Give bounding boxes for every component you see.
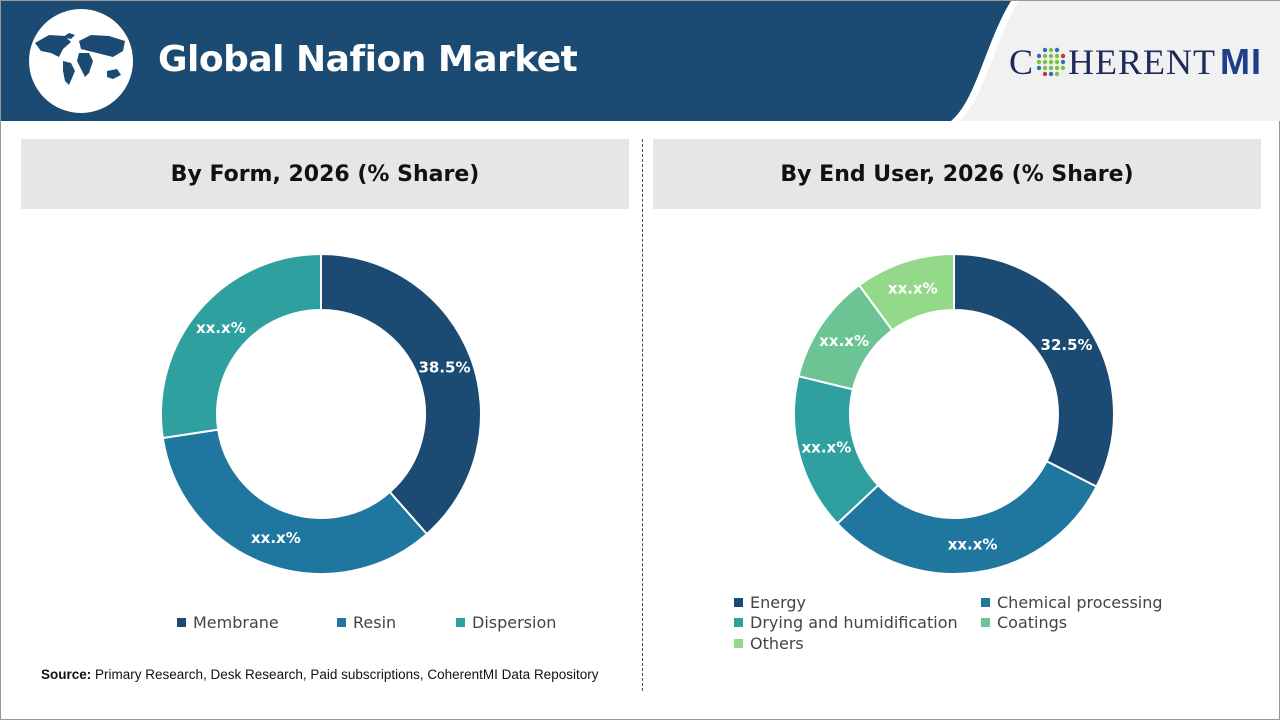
- panel-divider: [642, 139, 643, 691]
- legend-swatch: [337, 618, 346, 627]
- legend-item: Chemical processing: [981, 593, 1163, 612]
- legend-swatch: [981, 598, 990, 607]
- legend-label: Resin: [353, 613, 397, 632]
- legend-swatch: [177, 618, 186, 627]
- legend-label: Others: [750, 634, 804, 653]
- legend-swatch: [734, 618, 743, 627]
- legend-item: Coatings: [981, 613, 1067, 632]
- legend-item: Membrane: [177, 613, 279, 632]
- legend-item: Others: [734, 634, 804, 653]
- slice-membrane: [320, 252, 482, 536]
- globe-icon: [29, 9, 133, 113]
- legend-label: Coatings: [997, 613, 1068, 632]
- legend-item: Resin: [337, 613, 396, 632]
- legend-item: Drying and humidification: [734, 613, 958, 632]
- form-donut-chart: 38.5% xx.x% xx.x%: [160, 252, 482, 575]
- end-user-chart-title: By End User, 2026 (% Share): [653, 139, 1261, 209]
- data-label: 38.5%: [418, 358, 470, 376]
- source-note: Source: Primary Research, Desk Research,…: [41, 667, 599, 682]
- data-label: 32.5%: [1041, 336, 1093, 354]
- legend-swatch: [456, 618, 465, 627]
- slice-resin: [161, 428, 429, 575]
- legend-label: Drying and humidification: [750, 613, 958, 632]
- form-chart-title: By Form, 2026 (% Share): [21, 139, 629, 209]
- data-label: xx.x%: [819, 332, 869, 350]
- legend-item: Energy: [734, 593, 806, 612]
- data-label: xx.x%: [251, 529, 301, 547]
- logo-dots-icon: [1036, 47, 1066, 77]
- data-label: xx.x%: [948, 536, 998, 554]
- data-label: xx.x%: [888, 280, 938, 298]
- coherentmi-logo: C HERENT MI: [1009, 41, 1262, 82]
- slice-energy: [953, 252, 1115, 488]
- legend-swatch: [981, 618, 990, 627]
- legend-swatch: [734, 598, 743, 607]
- legend-swatch: [734, 639, 743, 648]
- page-title: Global Nafion Market: [158, 39, 578, 80]
- legend-item: Dispersion: [456, 613, 556, 632]
- slice-others: [857, 252, 955, 332]
- slice-chemical-processing: [835, 459, 1098, 575]
- legend-label: Dispersion: [472, 613, 557, 632]
- legend-label: Chemical processing: [997, 593, 1163, 612]
- header-curve: [951, 1, 1280, 121]
- slice-dispersion: [160, 252, 322, 440]
- legend-label: Energy: [750, 593, 807, 612]
- data-label: xx.x%: [196, 319, 246, 337]
- data-label: xx.x%: [801, 439, 851, 457]
- legend-label: Membrane: [193, 613, 279, 632]
- header-banner: Global Nafion Market C HERENT MI: [1, 1, 1280, 121]
